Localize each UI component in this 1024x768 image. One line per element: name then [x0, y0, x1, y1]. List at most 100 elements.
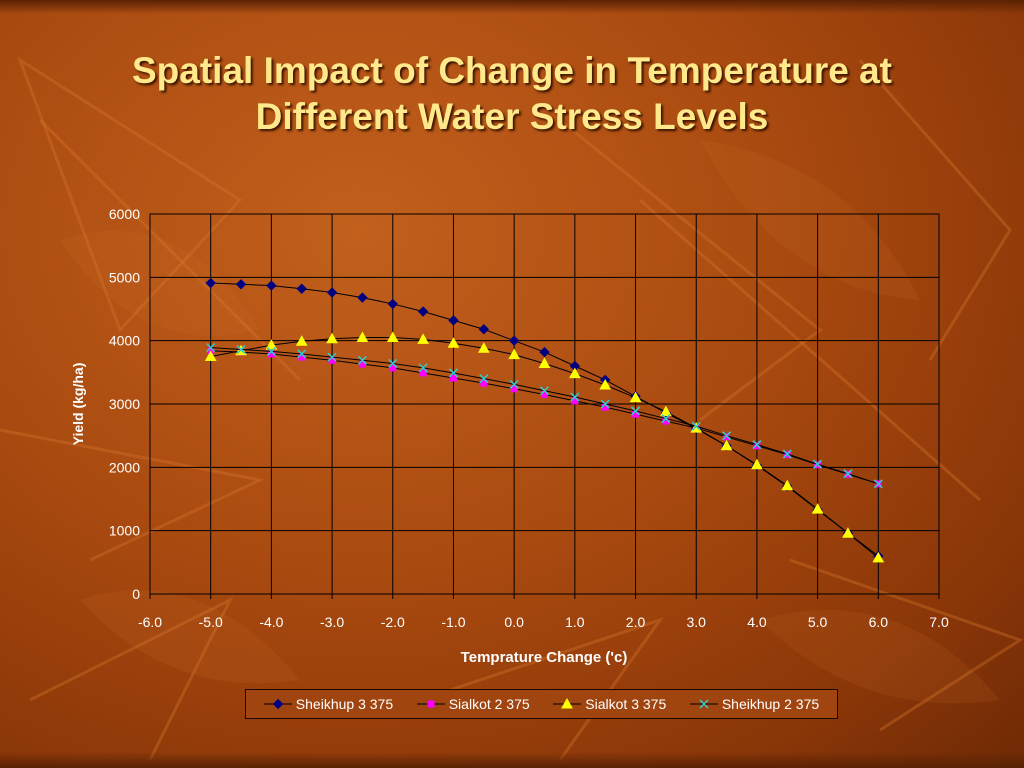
data-point: [632, 410, 640, 418]
data-point: [813, 459, 823, 469]
data-point: [295, 335, 308, 346]
x-tick-label: -2.0: [381, 614, 405, 630]
data-point: [600, 399, 610, 409]
y-tick-label: 1000: [109, 523, 140, 539]
series-2: [204, 331, 885, 563]
data-point: [601, 403, 609, 411]
x-tick-label: -1.0: [441, 614, 465, 630]
legend-swatch-marker: [427, 700, 435, 708]
legend-label: Sialkot 3 375: [585, 696, 667, 712]
data-point: [660, 405, 672, 417]
data-point: [753, 442, 761, 450]
data-point: [298, 353, 306, 361]
data-point: [204, 350, 217, 361]
data-point: [235, 279, 247, 290]
data-point: [236, 345, 246, 355]
slide-title: Spatial Impact of Change in Temperature …: [0, 48, 1024, 140]
data-point: [539, 386, 550, 396]
y-tick-label: 6000: [109, 206, 140, 222]
slide-title-line-1: Spatial Impact of Change in Temperature …: [131, 50, 893, 91]
legend-label: Sheikhup 2 375: [721, 696, 820, 712]
x-tick-label: -6.0: [138, 614, 162, 630]
series-line: [210, 282, 879, 557]
data-point: [782, 449, 792, 459]
data-point: [479, 374, 489, 384]
data-point: [358, 360, 366, 368]
data-point: [872, 551, 885, 563]
gridlines: [149, 213, 940, 595]
data-point: [751, 458, 763, 470]
axes: 0 1000 2000 3000 4000 5000 6000 -6.0 -5.0 -4.0 -3.…: [109, 206, 949, 630]
x-tick-label: 5.0: [808, 614, 828, 630]
data-point: [811, 503, 824, 514]
data-point: [570, 392, 580, 402]
data-point: [691, 421, 701, 431]
data-point: [265, 339, 278, 350]
data-point: [568, 367, 581, 379]
data-point: [386, 331, 399, 342]
y-axis-label: Yield (kg/ha): [70, 363, 86, 446]
data-point: [722, 431, 732, 441]
data-point: [720, 439, 733, 451]
data-point: [206, 343, 216, 353]
x-tick-label: 6.0: [869, 614, 889, 630]
data-point: [781, 479, 794, 491]
data-point: [417, 306, 429, 317]
data-point: [477, 342, 490, 353]
data-point: [448, 315, 459, 326]
x-axis-label: Temprature Change ('c): [461, 649, 628, 666]
x-tick-label: 4.0: [747, 614, 767, 630]
legend-swatch-marker: [561, 698, 574, 709]
data-point: [267, 350, 275, 358]
data-point: [449, 374, 457, 382]
x-tick-label: 0.0: [504, 614, 524, 630]
data-point: [326, 287, 338, 298]
chart-legend: Sheikhup 3 375 Sialkot 2 375 Sialkot 3 375…: [245, 689, 838, 719]
series-line: [210, 347, 879, 485]
data-point: [752, 440, 762, 450]
data-point: [571, 397, 579, 405]
y-tick-label: 4000: [109, 333, 140, 349]
data-point: [326, 332, 338, 344]
data-point: [661, 414, 671, 424]
series-1: [207, 347, 882, 488]
data-point: [447, 337, 460, 348]
series-0: [205, 277, 884, 562]
data-point: [509, 379, 519, 389]
data-point: [480, 379, 488, 387]
x-tick-label: 3.0: [686, 614, 706, 630]
legend-swatch: [553, 698, 582, 709]
legend-label: Sheikhup 3 375: [295, 696, 394, 712]
series-3: [206, 343, 883, 489]
legend-swatch-marker: [699, 699, 709, 709]
bottom-frame-shadow: [0, 752, 1024, 768]
series-line: [210, 337, 879, 559]
data-point: [508, 348, 521, 360]
legend-item: Sialkot 3 375: [553, 696, 666, 712]
data-point: [538, 357, 551, 368]
y-tick-label: 2000: [109, 459, 140, 475]
data-point: [448, 368, 458, 378]
data-point: [418, 363, 428, 373]
data-point: [327, 352, 337, 362]
data-point: [690, 422, 703, 433]
x-tick-label: -4.0: [259, 614, 283, 630]
data-point: [723, 433, 731, 441]
data-point: [631, 406, 641, 416]
data-point: [387, 298, 398, 310]
x-tick-label: -3.0: [320, 614, 344, 630]
data-point: [356, 331, 369, 342]
data-point: [417, 333, 429, 344]
data-point: [478, 324, 490, 335]
data-point: [842, 527, 854, 538]
series: [204, 277, 885, 563]
data-point: [662, 417, 670, 425]
data-point: [599, 378, 612, 390]
legend-item: Sialkot 2 375: [416, 696, 530, 712]
x-tick-label: 7.0: [929, 614, 949, 630]
data-point: [510, 385, 518, 393]
data-point: [297, 349, 307, 359]
data-point: [541, 391, 548, 398]
x-tick-label: 2.0: [626, 614, 646, 630]
